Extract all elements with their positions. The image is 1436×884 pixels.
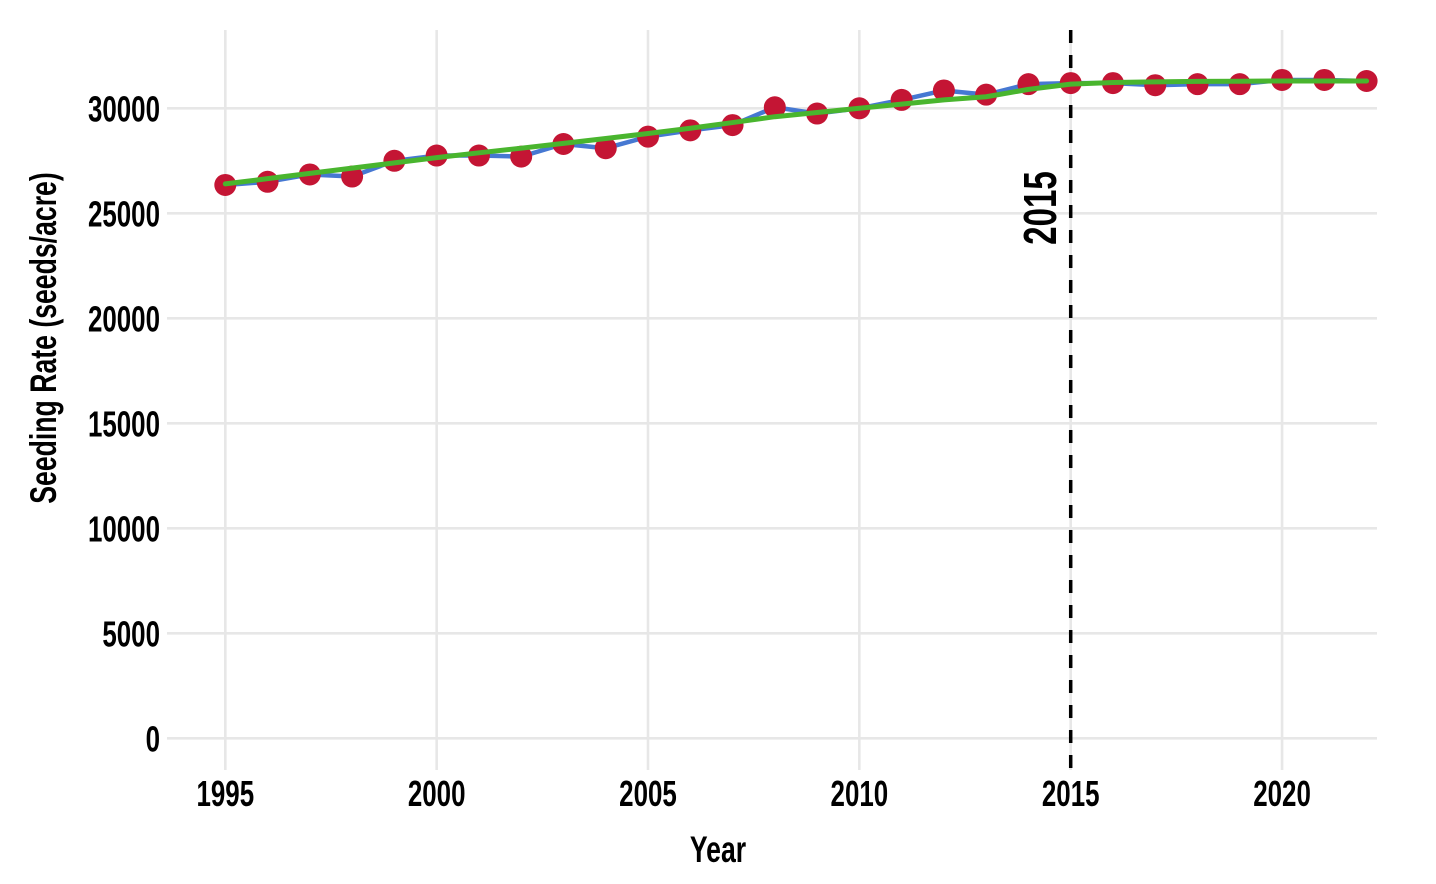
y-axis-title: Seeding Rate (seeds/acre) <box>23 172 64 503</box>
y-tick-label-30000: 30000 <box>88 89 160 129</box>
x-tick-label-2000: 2000 <box>408 774 466 814</box>
data-point-2017 <box>1144 74 1167 97</box>
x-axis-title: Year <box>690 829 747 870</box>
x-tick-labels: 1995 2000 2005 2010 2015 2020 <box>196 774 1310 814</box>
y-tick-label-5000: 5000 <box>102 614 160 654</box>
annotation-2015-label: 2015 <box>1016 171 1066 245</box>
y-tick-labels: 0 5000 10000 15000 20000 25000 30000 <box>88 89 160 759</box>
x-tick-label-2005: 2005 <box>619 774 677 814</box>
y-tick-label-0: 0 <box>146 719 160 759</box>
data-point-2008 <box>763 96 786 119</box>
trend-polyline <box>222 78 1370 187</box>
x-tick-label-2020: 2020 <box>1253 774 1311 814</box>
data-point-2011 <box>890 88 913 111</box>
y-tick-label-10000: 10000 <box>88 509 160 549</box>
x-tick-label-2015: 2015 <box>1042 774 1100 814</box>
y-tick-label-15000: 15000 <box>88 404 160 444</box>
data-point-2012 <box>932 79 955 102</box>
y-tick-label-20000: 20000 <box>88 299 160 339</box>
x-tick-label-1995: 1995 <box>196 774 254 814</box>
trend-line <box>222 78 1370 187</box>
data-points <box>214 68 1378 196</box>
data-point-2019 <box>1228 73 1251 96</box>
gridlines <box>167 30 1377 770</box>
y-tick-label-25000: 25000 <box>88 194 160 234</box>
data-point-2018 <box>1186 73 1209 96</box>
data-point-2004 <box>594 137 617 160</box>
x-tick-label-2010: 2010 <box>831 774 889 814</box>
